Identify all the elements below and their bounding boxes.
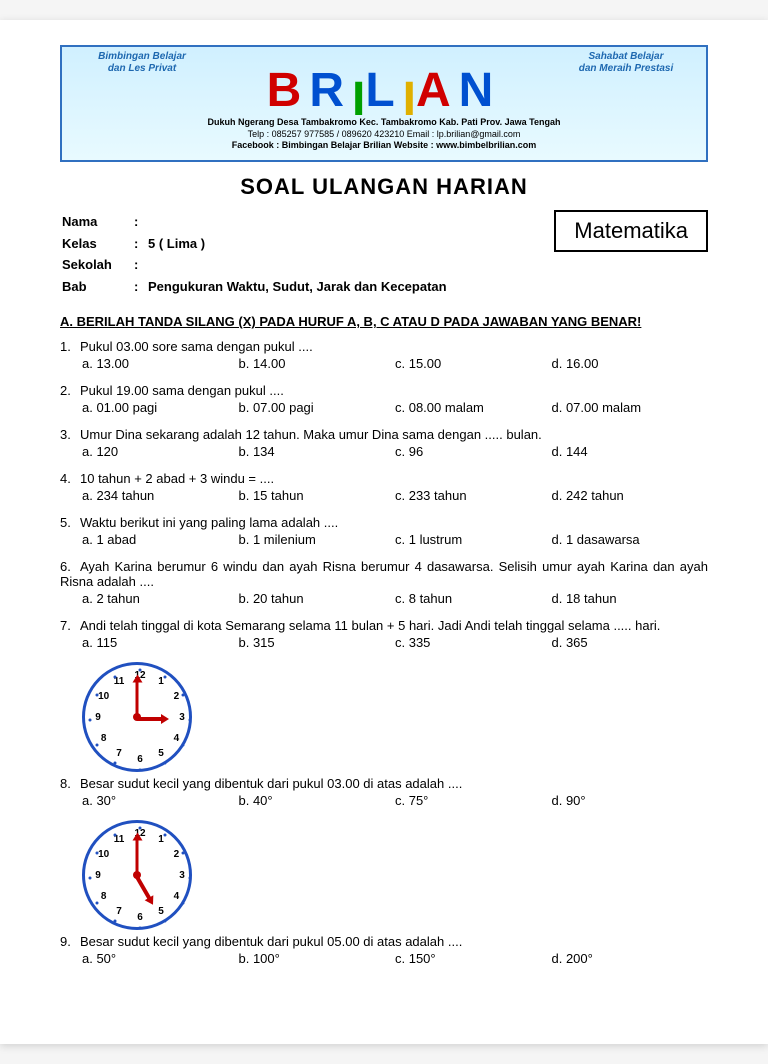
header-banner: Bimbingan Belajar dan Les Privat Sahabat… xyxy=(60,45,708,162)
option-a: a. 50° xyxy=(82,951,239,966)
option-c: c. 08.00 malam xyxy=(395,400,552,415)
option-b: b. 15 tahun xyxy=(239,488,396,503)
question: 6.Ayah Karina berumur 6 windu dan ayah R… xyxy=(60,559,708,606)
option-d: d. 365 xyxy=(552,635,709,650)
option-b: b. 14.00 xyxy=(239,356,396,371)
option-b: b. 20 tahun xyxy=(239,591,396,606)
question-text: Umur Dina sekarang adalah 12 tahun. Maka… xyxy=(80,427,542,442)
option-b: b. 315 xyxy=(239,635,396,650)
option-b: b. 40° xyxy=(239,793,396,808)
option-b: b. 134 xyxy=(239,444,396,459)
option-d: d. 07.00 malam xyxy=(552,400,709,415)
option-d: d. 242 tahun xyxy=(552,488,709,503)
option-d: d. 1 dasawarsa xyxy=(552,532,709,547)
option-c: c. 150° xyxy=(395,951,552,966)
question-text: Pukul 03.00 sore sama dengan pukul .... xyxy=(80,339,313,354)
option-b: b. 100° xyxy=(239,951,396,966)
option-c: c. 15.00 xyxy=(395,356,552,371)
clock-icon: 123456789101112 xyxy=(82,662,192,772)
question: 1234567891011128.Besar sudut kecil yang … xyxy=(60,662,708,808)
option-a: a. 120 xyxy=(82,444,239,459)
questions-container: 1.Pukul 03.00 sore sama dengan pukul ...… xyxy=(60,339,708,966)
meta-row: Nama: Kelas:5 ( Lima ) Sekolah: Bab:Peng… xyxy=(60,210,708,298)
question: 2.Pukul 19.00 sama dengan pukul .... a. 0… xyxy=(60,383,708,415)
question-number: 4. xyxy=(60,471,80,486)
question-number: 5. xyxy=(60,515,80,530)
option-a: a. 13.00 xyxy=(82,356,239,371)
question-text: Besar sudut kecil yang dibentuk dari puk… xyxy=(80,934,462,949)
question-number: 8. xyxy=(60,776,80,791)
question: 1234567891011129.Besar sudut kecil yang … xyxy=(60,820,708,966)
question: 3.Umur Dina sekarang adalah 12 tahun. Ma… xyxy=(60,427,708,459)
option-a: a. 234 tahun xyxy=(82,488,239,503)
tagline-right: Sahabat Belajar dan Meraih Prestasi xyxy=(556,51,696,75)
option-c: c. 335 xyxy=(395,635,552,650)
question-text: Ayah Karina berumur 6 windu dan ayah Ris… xyxy=(60,559,708,589)
question-text: Besar sudut kecil yang dibentuk dari puk… xyxy=(80,776,462,791)
option-c: c. 75° xyxy=(395,793,552,808)
option-c: c. 96 xyxy=(395,444,552,459)
option-c: c. 233 tahun xyxy=(395,488,552,503)
question-text: Andi telah tinggal di kota Semarang sela… xyxy=(80,618,660,633)
option-c: c. 8 tahun xyxy=(395,591,552,606)
question-text: 10 tahun + 2 abad + 3 windu = .... xyxy=(80,471,274,486)
banner-address: Dukuh Ngerang Desa Tambakromo Kec. Tamba… xyxy=(72,117,696,152)
option-a: a. 01.00 pagi xyxy=(82,400,239,415)
student-meta: Nama: Kelas:5 ( Lima ) Sekolah: Bab:Peng… xyxy=(60,210,449,298)
subject-box: Matematika xyxy=(554,210,708,252)
question-text: Pukul 19.00 sama dengan pukul .... xyxy=(80,383,284,398)
clock-icon: 123456789101112 xyxy=(82,820,192,930)
option-b: b. 1 milenium xyxy=(239,532,396,547)
question-number: 2. xyxy=(60,383,80,398)
option-b: b. 07.00 pagi xyxy=(239,400,396,415)
option-d: d. 16.00 xyxy=(552,356,709,371)
question-number: 1. xyxy=(60,339,80,354)
option-d: d. 144 xyxy=(552,444,709,459)
question-text: Waktu berikut ini yang paling lama adala… xyxy=(80,515,338,530)
question: 7.Andi telah tinggal di kota Semarang se… xyxy=(60,618,708,650)
option-d: d. 90° xyxy=(552,793,709,808)
option-d: d. 200° xyxy=(552,951,709,966)
option-a: a. 115 xyxy=(82,635,239,650)
option-a: a. 30° xyxy=(82,793,239,808)
question-number: 7. xyxy=(60,618,80,633)
option-a: a. 1 abad xyxy=(82,532,239,547)
option-a: a. 2 tahun xyxy=(82,591,239,606)
question-number: 3. xyxy=(60,427,80,442)
worksheet-page: Bimbingan Belajar dan Les Privat Sahabat… xyxy=(0,20,768,1044)
question: 5.Waktu berikut ini yang paling lama ada… xyxy=(60,515,708,547)
question-number: 6. xyxy=(60,559,80,574)
tagline-left: Bimbingan Belajar dan Les Privat xyxy=(72,51,212,75)
question: 1.Pukul 03.00 sore sama dengan pukul ...… xyxy=(60,339,708,371)
option-c: c. 1 lustrum xyxy=(395,532,552,547)
section-a-heading: A. BERILAH TANDA SILANG (X) PADA HURUF A… xyxy=(60,314,708,329)
page-title: SOAL ULANGAN HARIAN xyxy=(60,174,708,200)
question: 4.10 tahun + 2 abad + 3 windu = .... a. 2… xyxy=(60,471,708,503)
question-number: 9. xyxy=(60,934,80,949)
option-d: d. 18 tahun xyxy=(552,591,709,606)
